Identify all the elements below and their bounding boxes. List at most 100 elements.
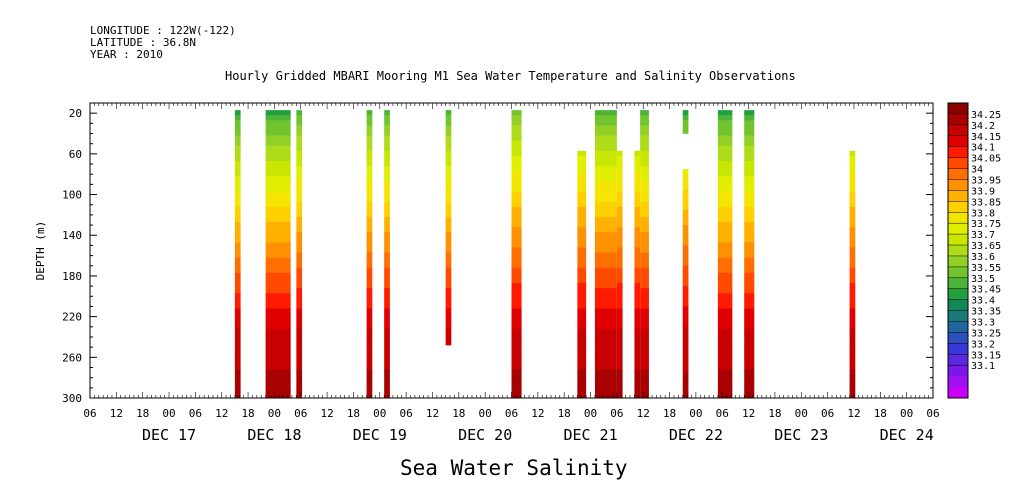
salinity-cell <box>634 328 641 335</box>
salinity-cell <box>594 333 617 340</box>
salinity-cell <box>265 166 291 172</box>
salinity-cell <box>265 155 291 162</box>
salinity-cell <box>234 374 241 380</box>
salinity-cell <box>640 135 649 141</box>
salinity-cell <box>849 222 856 228</box>
y-tick-label: 220 <box>62 311 82 324</box>
salinity-cell <box>634 222 641 228</box>
salinity-cell <box>616 389 623 396</box>
salinity-cell <box>682 357 689 363</box>
salinity-cell <box>640 288 649 294</box>
salinity-cell <box>640 354 649 360</box>
salinity-cell <box>744 313 755 319</box>
salinity-cell <box>744 206 755 213</box>
salinity-cell <box>594 110 617 116</box>
salinity-cell <box>296 186 303 192</box>
x-day-label: DEC 17 <box>142 426 196 444</box>
salinity-cell <box>744 318 755 325</box>
salinity-cell <box>744 222 755 228</box>
salinity-cell <box>744 384 755 391</box>
salinity-cell <box>234 328 241 335</box>
salinity-cell <box>577 211 587 218</box>
salinity-cell <box>616 364 623 370</box>
salinity-cell <box>616 227 623 233</box>
salinity-cell <box>849 277 856 284</box>
salinity-cell <box>265 191 291 197</box>
salinity-cell <box>366 354 373 360</box>
salinity-cell <box>717 328 733 335</box>
salinity-cell <box>234 232 241 238</box>
salinity-cell <box>577 298 587 304</box>
salinity-cell <box>296 349 303 355</box>
salinity-cell <box>849 196 856 202</box>
salinity-cell <box>296 369 303 375</box>
salinity-cell <box>640 160 649 167</box>
salinity-cell <box>234 354 241 360</box>
salinity-cell <box>744 328 755 335</box>
salinity-cell <box>234 252 241 258</box>
salinity-cell <box>717 389 733 396</box>
salinity-cell <box>511 125 522 131</box>
salinity-cell <box>577 323 587 330</box>
salinity-cell <box>366 252 373 258</box>
salinity-cell <box>577 176 587 182</box>
salinity-cell <box>265 125 291 131</box>
salinity-cell <box>616 211 623 218</box>
salinity-cell <box>717 349 733 355</box>
salinity-cell <box>744 262 755 269</box>
salinity-cell <box>366 277 373 284</box>
salinity-cell <box>616 298 623 304</box>
salinity-cell <box>366 216 373 223</box>
salinity-cell <box>511 201 522 208</box>
salinity-cell <box>640 181 649 187</box>
salinity-cell <box>234 176 241 182</box>
salinity-cell <box>296 196 303 202</box>
salinity-cell <box>577 308 587 314</box>
x-day-label: DEC 20 <box>458 426 512 444</box>
salinity-cell <box>384 394 390 399</box>
salinity-cell <box>634 150 641 157</box>
salinity-cell <box>594 191 617 197</box>
salinity-cell <box>682 281 689 287</box>
salinity-cell <box>265 216 291 223</box>
salinity-cell <box>682 352 689 358</box>
salinity-cell <box>296 135 303 141</box>
colorbar-tick-label: 33.15 <box>971 350 1001 361</box>
salinity-cell <box>682 342 689 348</box>
salinity-cell <box>445 318 452 325</box>
salinity-cell <box>511 110 522 116</box>
salinity-cell <box>234 369 241 375</box>
salinity-cell <box>577 206 587 213</box>
salinity-cell <box>640 369 649 375</box>
salinity-cell <box>296 328 303 335</box>
salinity-cell <box>717 196 733 202</box>
salinity-cell <box>594 196 617 202</box>
salinity-cell <box>682 225 689 231</box>
salinity-cell <box>616 166 623 172</box>
year-label: YEAR : 2010 <box>90 48 163 61</box>
salinity-cell <box>640 227 649 233</box>
salinity-cell <box>634 374 641 380</box>
salinity-cell <box>616 339 623 345</box>
salinity-cell <box>296 267 303 274</box>
salinity-cell <box>717 140 733 147</box>
salinity-cell <box>634 303 641 309</box>
salinity-cell <box>640 344 649 350</box>
salinity-cell <box>445 272 452 279</box>
salinity-cell <box>511 120 522 126</box>
salinity-cell <box>234 349 241 355</box>
salinity-cell <box>445 328 452 335</box>
salinity-cell <box>265 389 291 396</box>
salinity-cell <box>717 252 733 258</box>
salinity-cell <box>234 140 241 147</box>
salinity-cell <box>634 252 641 258</box>
salinity-cell <box>594 344 617 350</box>
salinity-cell <box>594 267 617 274</box>
salinity-cell <box>577 277 587 284</box>
salinity-cell <box>717 283 733 289</box>
salinity-cell <box>634 384 641 391</box>
salinity-cell <box>744 339 755 345</box>
salinity-cell <box>594 120 617 126</box>
salinity-cell <box>640 120 649 126</box>
colorbar-swatch <box>948 310 968 323</box>
